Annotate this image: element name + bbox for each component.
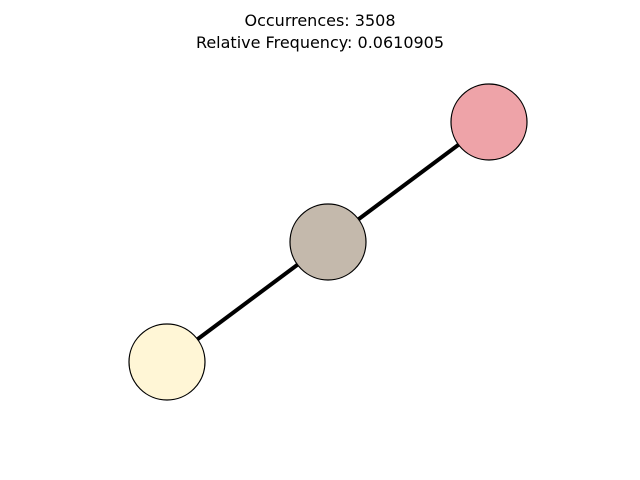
node-bottom-left [128, 323, 206, 401]
relative-frequency-label: Relative Frequency: 0.0610905 [195, 33, 445, 52]
figure-title: Occurrences: 3508 Relative Frequency: 0.… [0, 10, 640, 54]
node-middle [289, 203, 367, 281]
node-top-right [450, 83, 528, 161]
occurrences-label: Occurrences: 3508 [244, 11, 396, 30]
nodes-layer [128, 83, 528, 401]
